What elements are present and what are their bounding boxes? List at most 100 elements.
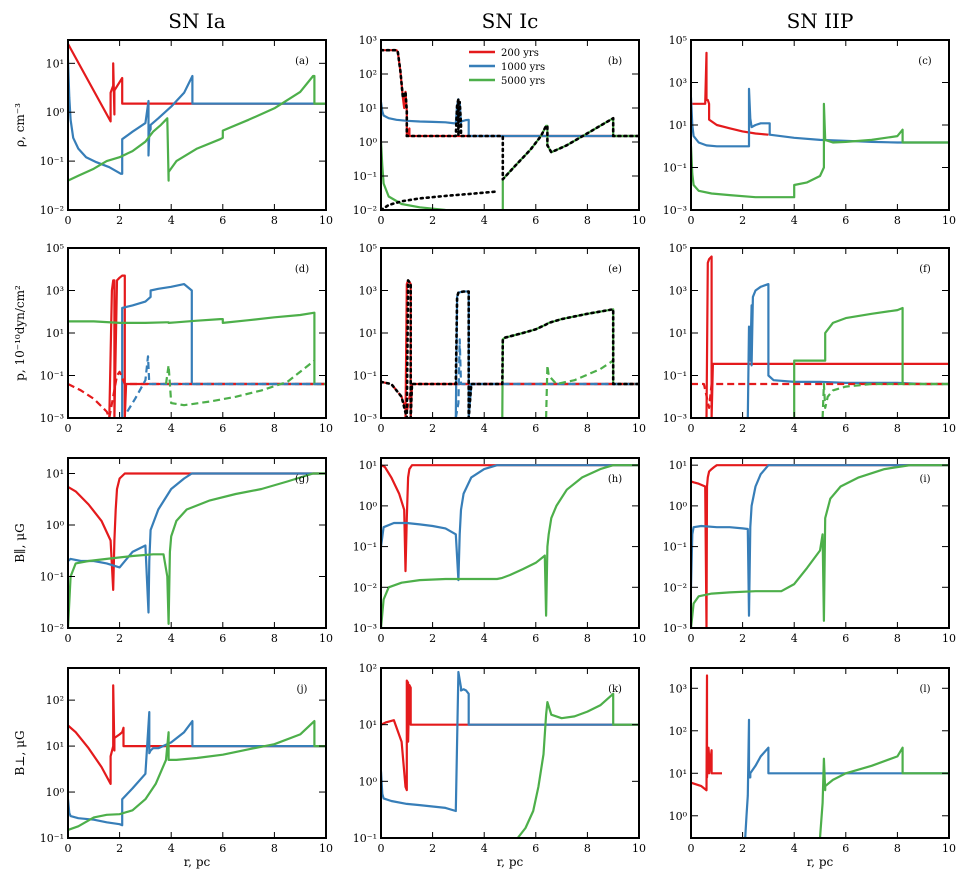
y-tick-label: 10³ <box>669 77 687 90</box>
panel-j: 0 2 4 6 8 10 10⁻¹ 10⁰ 10¹ 10² (j) B⊥, μG r, pc <box>13 667 333 869</box>
panel-f: 0 2 4 6 8 10 10⁻³ 10⁻¹ 10¹ 10³ 10⁵ (f) <box>663 242 956 435</box>
series-1000-yrs <box>381 98 639 138</box>
x-tick-label: 2 <box>116 422 123 435</box>
x-tick-label: 0 <box>65 842 72 855</box>
axes-frame <box>690 39 950 211</box>
series-1000-yrs <box>381 464 639 582</box>
x-tick-label: 10 <box>942 632 956 645</box>
x-tick-label: 10 <box>942 422 956 435</box>
x-tick-label: 10 <box>319 632 333 645</box>
y-tick-label: 10² <box>359 68 377 81</box>
y-tick-label: 10⁻² <box>40 622 64 635</box>
panel-label: (k) <box>608 684 622 695</box>
axes-frame <box>380 667 640 839</box>
y-tick-label: 10¹ <box>359 327 377 340</box>
series-200-yrs <box>381 679 639 792</box>
panel-h: 0 2 4 6 8 10 10⁻³ 10⁻² 10⁻¹ 10⁰ 10¹ (h) <box>353 457 646 645</box>
x-tick-label: 6 <box>219 632 226 645</box>
axes-frame <box>380 247 640 419</box>
y-tick-label: 10⁻¹ <box>663 541 687 554</box>
column-title-0: SN Ia <box>168 9 225 33</box>
y-tick-label: 10⁻³ <box>353 622 377 635</box>
y-tick-label: 10³ <box>669 682 687 695</box>
x-tick-label: 2 <box>429 422 436 435</box>
series-5000-yrs-dashed <box>545 359 614 418</box>
panel-a: 0 2 4 6 8 10 10⁻² 10⁻¹ 10⁰ 10¹ (a) ρ, cm⁻³ <box>13 39 333 227</box>
y-tick-label: 10¹ <box>359 459 377 472</box>
x-tick-label: 6 <box>219 214 226 227</box>
x-tick-label: 4 <box>481 632 488 645</box>
series-1000-yrs <box>68 472 326 614</box>
series-5000-yrs-dashed <box>821 382 949 418</box>
series-5000-yrs <box>501 308 639 418</box>
x-tick-label: 6 <box>532 214 539 227</box>
series-5000-yrs <box>68 74 326 182</box>
x-tick-label: 10 <box>632 422 646 435</box>
series-5000-yrs <box>691 102 949 199</box>
y-tick-label: 10¹ <box>46 468 64 481</box>
x-tick-label: 2 <box>116 842 123 855</box>
panel-label: (j) <box>297 684 308 695</box>
y-tick-label: 10⁻¹ <box>40 832 64 845</box>
x-tick-label: 0 <box>65 632 72 645</box>
y-tick-label: 10⁻² <box>353 581 377 594</box>
y-tick-label: 10⁻³ <box>663 412 687 425</box>
legend: 200 yrs 1000 yrs 5000 yrs <box>469 48 545 87</box>
series-200-yrs <box>381 464 639 573</box>
x-tick-label: 0 <box>688 632 695 645</box>
series-1000-yrs <box>691 87 949 148</box>
x-tick-label: 4 <box>481 842 488 855</box>
y-tick-label: 10² <box>669 725 687 738</box>
x-tick-label: 8 <box>271 214 278 227</box>
legend-entry: 5000 yrs <box>501 76 545 87</box>
x-tick-label: 8 <box>894 632 901 645</box>
series-200-yrs <box>68 43 326 123</box>
x-tick-label: 2 <box>429 632 436 645</box>
series-200-yrs <box>691 464 949 628</box>
x-tick-label: 10 <box>319 422 333 435</box>
series-1000-yrs <box>691 464 949 617</box>
x-tick-label: 8 <box>894 214 901 227</box>
x-tick-label: 0 <box>65 214 72 227</box>
y-tick-label: 10¹ <box>46 57 64 70</box>
panel-i: 0 2 4 6 8 10 10⁻³ 10⁻² 10⁻¹ 10⁰ 10¹ (i) <box>663 457 956 645</box>
y-tick-label: 10⁰ <box>359 136 378 149</box>
x-tick-label: 0 <box>65 422 72 435</box>
x-tick-label: 2 <box>116 632 123 645</box>
x-tick-label: 10 <box>632 214 646 227</box>
y-tick-label: 10⁵ <box>359 242 377 255</box>
panel-k: 0 2 4 6 8 10 10⁻¹ 10⁰ 10¹ 10² (k) r, pc <box>353 662 646 869</box>
y-tick-label: 10⁵ <box>669 34 687 47</box>
x-tick-label: 2 <box>739 632 746 645</box>
series-5000-yrs <box>818 746 949 838</box>
panel-g: 0 2 4 6 8 10 10⁻² 10⁻¹ 10⁰ 10¹ (g) B∥, μG <box>13 457 333 645</box>
panel-label: (d) <box>295 264 309 275</box>
x-tick-label: 6 <box>842 214 849 227</box>
y-tick-label: 10¹ <box>669 327 687 340</box>
axes-frame <box>690 457 950 629</box>
series-200-yrs <box>691 674 722 792</box>
x-tick-label: 2 <box>739 214 746 227</box>
axes-frame <box>67 39 327 211</box>
y-tick-label: 10⁻³ <box>40 412 64 425</box>
x-tick-label: 0 <box>378 632 385 645</box>
y-tick-label: 10¹ <box>359 102 377 115</box>
y-tick-label: 10⁰ <box>669 810 688 823</box>
y-tick-label: 10⁻¹ <box>40 571 64 584</box>
y-tick-label: 10⁵ <box>669 242 687 255</box>
x-tick-label: 6 <box>532 632 539 645</box>
y-tick-label: 10² <box>46 694 64 707</box>
x-tick-label: 8 <box>584 632 591 645</box>
legend-entry: 1000 yrs <box>501 62 545 73</box>
series-analytic-inner <box>381 190 499 210</box>
x-tick-label: 4 <box>168 422 175 435</box>
y-tick-label: 10⁻¹ <box>40 155 64 168</box>
x-tick-label: 0 <box>378 422 385 435</box>
y-tick-label: 10¹ <box>46 327 64 340</box>
column-title-2: SN IIP <box>787 9 854 33</box>
x-tick-label: 0 <box>378 214 385 227</box>
series-analytic <box>381 279 639 418</box>
series-200-yrs <box>691 51 769 136</box>
y-tick-label: 10¹ <box>669 767 687 780</box>
